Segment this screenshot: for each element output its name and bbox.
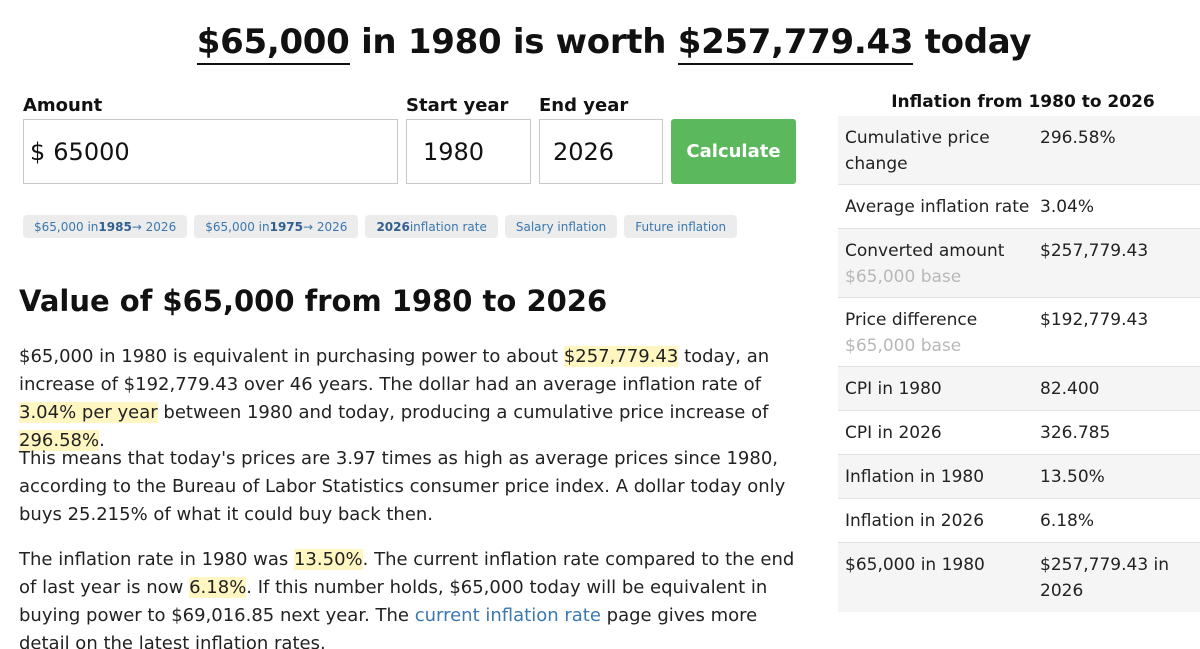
quick-links: $65,000 in 1985 → 2026 $65,000 in 1975 →…: [23, 215, 738, 238]
text: page gives more detail on the latest inf…: [19, 605, 758, 649]
row-value: 296.58%: [1040, 128, 1116, 148]
row-value: $257,779.43: [1040, 241, 1149, 261]
table-row: CPI in 1980 82.400: [838, 367, 1200, 411]
chip-inflation-rate[interactable]: 2026 inflation rate: [365, 215, 498, 238]
text: .: [99, 430, 105, 451]
amount-label: Amount: [23, 95, 103, 116]
row-key: $65,000 in 1980: [845, 555, 985, 575]
chip-bold: 2026: [376, 219, 410, 234]
chip-text: Salary inflation: [515, 219, 607, 234]
calculate-button[interactable]: Calculate: [671, 119, 796, 184]
row-sub-label: $65,000 base: [845, 267, 962, 287]
amount-input[interactable]: [53, 137, 397, 166]
chip-future-inflation[interactable]: Future inflation: [624, 215, 738, 238]
headline-end: today: [924, 22, 1032, 62]
chip-1985[interactable]: $65,000 in 1985 → 2026: [23, 215, 188, 238]
row-value: 13.50%: [1040, 467, 1105, 487]
amount-field[interactable]: $: [23, 119, 398, 184]
row-value: $192,779.43: [1040, 310, 1149, 330]
row-key: Average inflation rate: [845, 197, 1030, 217]
row-key: Price difference $65,000 base: [838, 307, 1040, 366]
table-row: Average inflation rate 3.04%: [838, 185, 1200, 229]
start-year-input[interactable]: [423, 137, 530, 166]
sidebar-title: Inflation from 1980 to 2026: [891, 92, 1155, 112]
highlight-1980-rate: 13.50%: [293, 549, 363, 570]
article-heading: Value of $65,000 from 1980 to 2026: [19, 284, 608, 318]
highlight-value: $257,779.43: [563, 346, 679, 367]
row-value: 82.400: [1040, 379, 1100, 399]
table-row: CPI in 2026 326.785: [838, 411, 1200, 455]
highlight-rate: 3.04% per year: [19, 402, 158, 423]
row-key: Cumulative price change: [845, 128, 990, 174]
row-sub-label: $65,000 base: [845, 336, 962, 356]
highlight-current-rate: 6.18%: [189, 577, 247, 598]
text: between 1980 and today, producing a cumu…: [157, 402, 769, 423]
headline-amount: $65,000: [196, 22, 350, 65]
chip-salary-inflation[interactable]: Salary inflation: [504, 215, 618, 238]
row-key: Inflation in 1980: [845, 467, 985, 487]
row-key: Converted amount $65,000 base: [838, 238, 1040, 297]
start-year-field[interactable]: [406, 119, 531, 184]
end-year-label: End year: [539, 95, 629, 116]
row-key-label: Converted amount: [845, 241, 1005, 261]
chip-text: → 2026: [131, 219, 177, 234]
paragraph-explanation: This means that today's prices are 3.97 …: [19, 448, 786, 525]
table-row: Cumulative price change 296.58%: [838, 116, 1200, 185]
headline-mid: in 1980 is worth: [361, 22, 667, 62]
end-year-input[interactable]: [553, 137, 662, 166]
row-value: 326.785: [1040, 423, 1111, 443]
end-year-field[interactable]: [539, 119, 663, 184]
chip-1975[interactable]: $65,000 in 1975 → 2026: [194, 215, 359, 238]
text: The inflation rate in 1980 was: [19, 549, 294, 570]
chip-text: inflation rate: [409, 219, 487, 234]
table-row: $65,000 in 1980 $257,779.43 in 2026: [838, 543, 1200, 612]
row-key: CPI in 1980: [845, 379, 942, 399]
chip-text: Future inflation: [635, 219, 727, 234]
row-value: $257,779.43 in 2026: [1040, 555, 1170, 601]
page-headline: $65,000 in 1980 is worth $257,779.43 tod…: [0, 22, 1200, 65]
dollar-prefix: $: [30, 137, 46, 166]
row-value: 6.18%: [1040, 511, 1095, 531]
headline-value: $257,779.43: [677, 22, 913, 65]
text: . If this number holds, $65,000 today wi…: [19, 577, 768, 626]
table-row: Inflation in 2026 6.18%: [838, 499, 1200, 543]
row-value: 3.04%: [1040, 197, 1095, 217]
table-row: Inflation in 1980 13.50%: [838, 455, 1200, 499]
current-inflation-rate-link[interactable]: current inflation rate: [414, 605, 601, 626]
inflation-summary-table: Cumulative price change 296.58% Average …: [838, 116, 1200, 612]
text: today, an increase of $192,779.43 over 4…: [19, 346, 770, 395]
chip-bold: 1985: [98, 219, 132, 234]
table-row: Price difference $65,000 base $192,779.4…: [838, 298, 1200, 367]
chip-text: $65,000 in: [205, 219, 270, 234]
row-key-label: Price difference: [845, 310, 978, 330]
text: . The current inflation rate compared to…: [19, 549, 795, 598]
row-key: CPI in 2026: [845, 423, 942, 443]
chip-text: → 2026: [303, 219, 348, 234]
chip-text: $65,000 in: [34, 219, 99, 234]
text: $65,000 in 1980 is equivalent in purchas…: [19, 346, 564, 367]
start-year-label: Start year: [406, 95, 509, 116]
row-key: Inflation in 2026: [845, 511, 985, 531]
table-row: Converted amount $65,000 base $257,779.4…: [838, 229, 1200, 298]
highlight-cumulative: 296.58%: [19, 430, 100, 451]
paragraph-current-rate: The inflation rate in 1980 was 13.50%. T…: [19, 546, 809, 649]
paragraph-summary: $65,000 in 1980 is equivalent in purchas…: [19, 343, 809, 455]
chip-bold: 1975: [269, 219, 304, 234]
